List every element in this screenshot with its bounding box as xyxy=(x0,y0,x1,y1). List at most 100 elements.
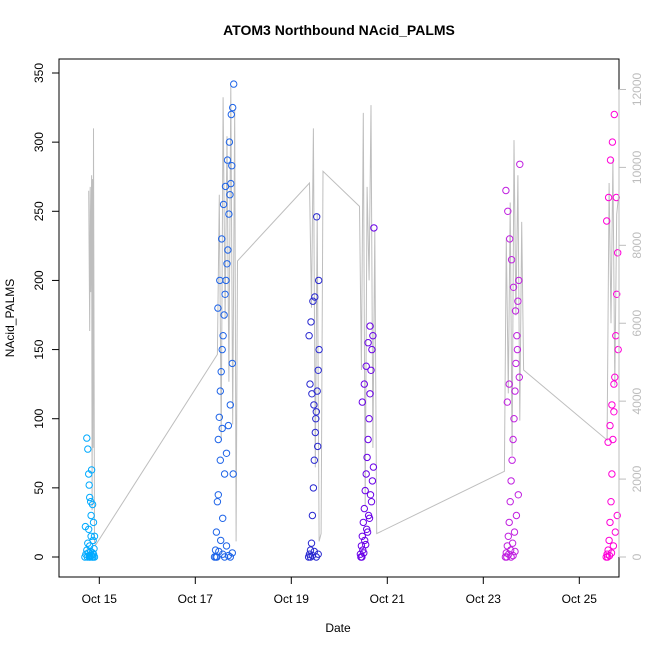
data-point-series-4 xyxy=(509,551,517,560)
data-point-series-5 xyxy=(603,553,612,561)
y-tick-label: 150 xyxy=(32,339,46,359)
y2-tick-label: 6000 xyxy=(630,310,644,337)
data-point-series-1 xyxy=(218,235,226,243)
data-point-series-1 xyxy=(217,536,225,545)
y-tick-label: 0 xyxy=(32,553,46,560)
data-point-series-1 xyxy=(229,103,237,112)
data-point-series-1 xyxy=(222,449,231,457)
data-point-series-1 xyxy=(213,498,222,506)
data-point-series-0 xyxy=(85,481,93,489)
y-tick-label: 300 xyxy=(32,132,46,152)
data-point-series-1 xyxy=(219,332,227,340)
data-point-series-0 xyxy=(84,445,92,453)
data-point-series-0 xyxy=(90,532,99,540)
y2-tick-label: 4000 xyxy=(630,387,644,414)
data-point-series-2 xyxy=(307,539,316,547)
data-point-series-3 xyxy=(370,224,378,232)
data-point-series-5 xyxy=(611,373,619,381)
data-point-series-2 xyxy=(305,332,313,340)
x-tick-label: Oct 15 xyxy=(82,592,118,606)
data-point-series-4 xyxy=(505,518,513,527)
data-point-series-5 xyxy=(603,217,611,225)
data-point-series-1 xyxy=(230,80,238,88)
data-point-series-3 xyxy=(365,415,373,423)
data-point-series-2 xyxy=(307,318,315,326)
data-point-series-5 xyxy=(607,549,616,557)
data-point-series-5 xyxy=(608,401,616,409)
data-point-series-1 xyxy=(222,542,231,550)
data-point-series-3 xyxy=(368,345,376,354)
data-point-series-1 xyxy=(219,200,228,209)
x-tick-label: Oct 17 xyxy=(178,592,214,606)
data-point-series-1 xyxy=(224,246,232,254)
data-point-series-5 xyxy=(608,470,616,478)
data-point-series-3 xyxy=(359,518,367,527)
data-point-series-1 xyxy=(216,387,225,395)
data-point-series-4 xyxy=(512,511,521,520)
data-point-series-5 xyxy=(604,438,612,446)
y-tick-label: 350 xyxy=(32,63,46,83)
y-axis: 0 50 100 150 200 250 300 350 xyxy=(32,63,60,560)
data-point-series-2 xyxy=(306,380,314,388)
y-axis-label: NAcid_PALMS xyxy=(3,279,17,357)
data-point-series-5 xyxy=(606,518,614,527)
data-point-series-4 xyxy=(506,498,514,506)
data-point-series-0 xyxy=(89,518,98,527)
data-point-series-5 xyxy=(608,138,617,146)
data-point-series-3 xyxy=(361,486,369,495)
data-point-series-1 xyxy=(215,413,224,421)
data-point-series-1 xyxy=(216,456,225,464)
data-point-series-3 xyxy=(362,540,370,549)
y2-tick-label: 8000 xyxy=(630,232,644,259)
data-point-series-3 xyxy=(366,390,374,398)
data-point-series-1 xyxy=(224,421,233,430)
data-point-series-5 xyxy=(610,408,618,416)
data-point-series-3 xyxy=(363,453,371,462)
data-point-series-4 xyxy=(510,415,518,423)
data-point-series-3 xyxy=(362,362,370,370)
data-point-series-3 xyxy=(366,322,374,330)
data-point-series-2 xyxy=(308,511,317,520)
points-layer xyxy=(81,80,622,561)
data-point-series-3 xyxy=(367,498,376,506)
data-point-series-3 xyxy=(369,463,378,471)
y2-tick-label: 0 xyxy=(630,553,644,560)
data-point-series-4 xyxy=(504,207,512,216)
data-point-series-2 xyxy=(314,550,322,558)
y-tick-label: 50 xyxy=(32,481,46,495)
data-point-series-4 xyxy=(512,359,520,368)
data-point-series-3 xyxy=(366,491,375,499)
data-point-series-1 xyxy=(225,138,234,146)
data-point-series-2 xyxy=(312,415,320,423)
data-point-series-2 xyxy=(309,484,318,492)
data-point-series-3 xyxy=(360,549,368,557)
data-point-series-4 xyxy=(511,547,519,556)
x-tick-label: Oct 21 xyxy=(370,592,406,606)
data-point-series-4 xyxy=(514,491,522,499)
data-point-series-2 xyxy=(309,297,317,305)
plot-frame xyxy=(58,58,620,578)
data-point-series-1 xyxy=(220,470,229,478)
data-point-series-4 xyxy=(507,477,515,485)
data-point-series-5 xyxy=(609,542,618,550)
data-point-series-3 xyxy=(367,366,375,374)
data-point-series-1 xyxy=(219,514,227,522)
data-point-series-5 xyxy=(611,528,619,536)
data-point-series-4 xyxy=(507,256,516,264)
data-point-series-3 xyxy=(364,435,372,444)
data-point-series-4 xyxy=(511,307,520,315)
data-point-series-1 xyxy=(214,304,222,312)
data-point-series-2 xyxy=(315,345,323,354)
x-tick-label: Oct 25 xyxy=(562,592,598,606)
data-point-series-3 xyxy=(369,332,377,340)
data-point-series-1 xyxy=(229,470,237,478)
data-point-series-1 xyxy=(226,401,235,409)
data-point-series-4 xyxy=(507,553,515,561)
data-point-series-2 xyxy=(314,442,322,451)
data-point-series-4 xyxy=(513,332,521,340)
data-point-series-3 xyxy=(360,504,368,513)
data-point-series-2 xyxy=(310,401,318,409)
y2-axis: 0 2000 4000 6000 8000 10000 12000 xyxy=(618,72,644,560)
data-point-series-0 xyxy=(90,545,98,553)
